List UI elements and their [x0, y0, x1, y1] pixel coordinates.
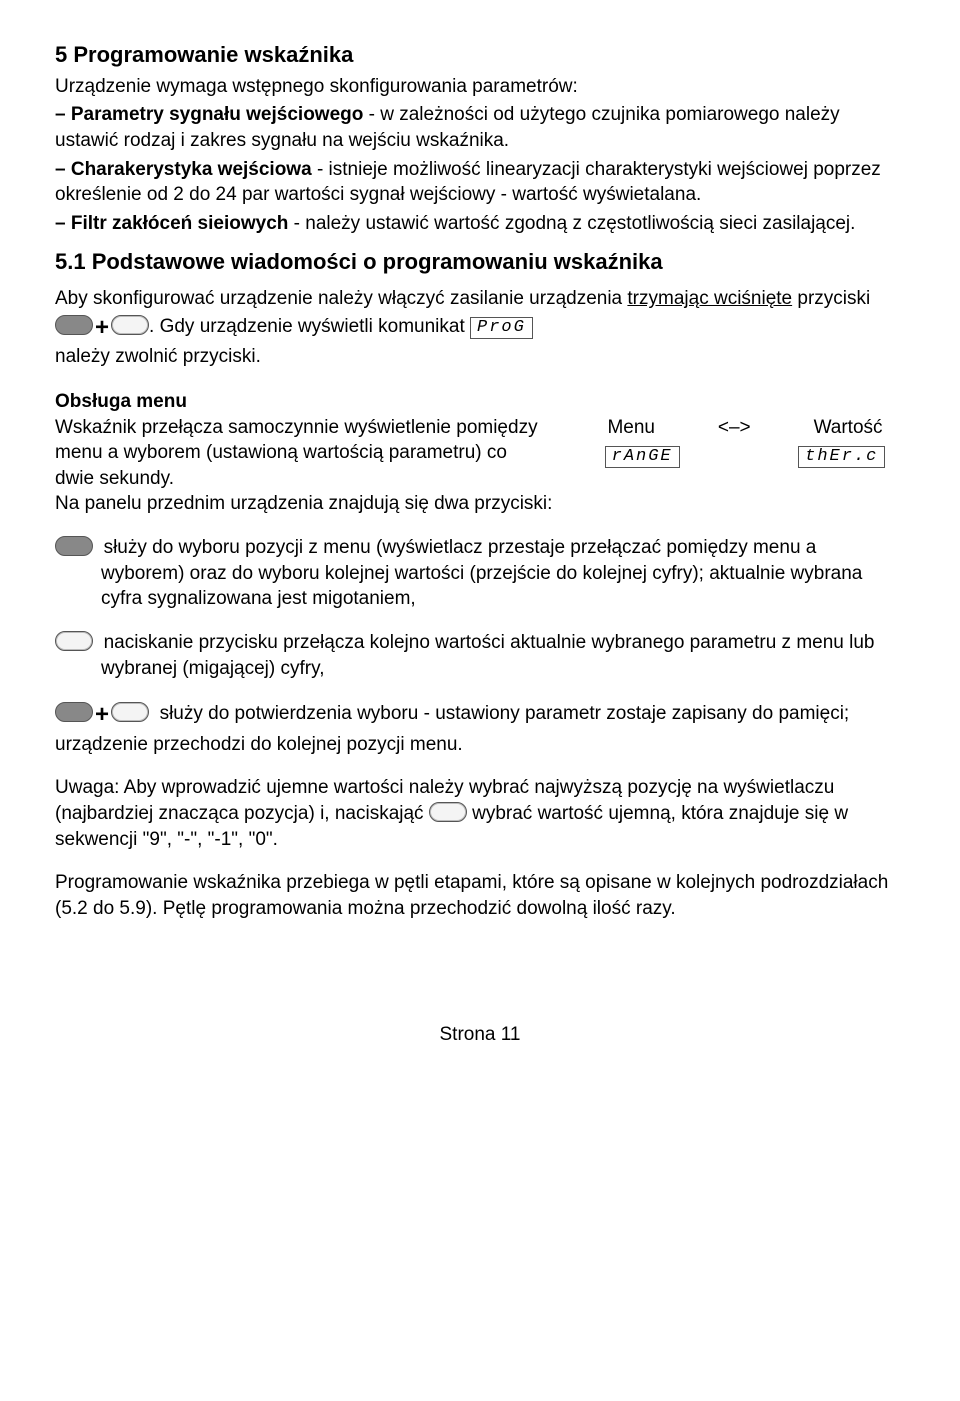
button-light-icon: [111, 315, 149, 335]
function-1-text: służy do wyboru pozycji z menu (wyświetl…: [101, 537, 862, 609]
menu-label: Menu: [607, 415, 655, 441]
function-2-text: naciskanie przycisku przełącza kolejno w…: [101, 632, 875, 679]
param-2-lead: – Charakerystyka wejściowa: [55, 159, 312, 180]
config-text-rest: przyciski: [792, 288, 870, 309]
button-dark-icon: [55, 702, 93, 722]
button-dark-icon: [55, 536, 93, 556]
config-text-a: Aby skonfigurować urządzenie należy włąc…: [55, 288, 627, 309]
param-3-rest: - należy ustawić wartość zgodną z często…: [288, 213, 855, 234]
obsluga-row: Wskaźnik przełącza samoczynnie wyświetle…: [55, 415, 905, 492]
plus-icon: +: [95, 699, 109, 731]
intro-text: Urządzenie wymaga wstępnego skonfigurowa…: [55, 74, 905, 100]
note-paragraph: Uwaga: Aby wprowadzić ujemne wartości na…: [55, 775, 905, 852]
obsluga-text-2: Na panelu przednim urządzenia znajdują s…: [55, 491, 905, 517]
closing-paragraph: Programowanie wskaźnika przebiega w pętl…: [55, 870, 905, 921]
config-text-b: . Gdy urządzenie wyświetli komunikat: [149, 316, 470, 337]
lcd-range: rAnGE: [605, 446, 680, 468]
value-label: Wartość: [814, 415, 883, 441]
button-dark-icon: [55, 315, 93, 335]
function-3: + służy do potwierdzenia wyboru - ustawi…: [55, 699, 905, 757]
function-1: służy do wyboru pozycji z menu (wyświetl…: [101, 535, 905, 612]
param-1-lead: – Parametry sygnału wejściowego: [55, 104, 363, 125]
config-text-c: należy zwolnić przyciski.: [55, 346, 261, 367]
obsluga-left: Wskaźnik przełącza samoczynnie wyświetle…: [55, 415, 545, 492]
button-light-icon: [55, 631, 93, 651]
button-light-icon: [111, 702, 149, 722]
obsluga-title: Obsługa menu: [55, 389, 905, 415]
obsluga-text-1: Wskaźnik przełącza samoczynnie wyświetle…: [55, 417, 538, 489]
obsluga-right: Menu <–> Wartość rAnGE thEr.c: [575, 415, 905, 468]
param-item-2: – Charakerystyka wejściowa - istnieje mo…: [55, 157, 905, 208]
param-3-lead: – Filtr zakłóceń sieiowych: [55, 213, 288, 234]
lcd-therc: thEr.c: [798, 446, 885, 468]
config-paragraph: Aby skonfigurować urządzenie należy włąc…: [55, 286, 905, 370]
page-footer: Strona 11: [55, 1022, 905, 1048]
arrows-label: <–>: [718, 415, 751, 441]
param-item-1: – Parametry sygnału wejściowego - w zale…: [55, 102, 905, 153]
subsection-title: 5.1 Podstawowe wiadomości o programowani…: [55, 247, 905, 277]
plus-icon: +: [95, 312, 109, 344]
button-light-icon: [429, 802, 467, 822]
lcd-prog: ProG: [470, 317, 533, 339]
config-underline: trzymając wciśnięte: [627, 288, 792, 309]
function-3-text: służy do potwierdzenia wyboru - ustawion…: [55, 703, 849, 754]
param-item-3: – Filtr zakłóceń sieiowych - należy usta…: [55, 211, 905, 237]
function-2: naciskanie przycisku przełącza kolejno w…: [101, 630, 905, 681]
section-title: 5 Programowanie wskaźnika: [55, 40, 905, 70]
